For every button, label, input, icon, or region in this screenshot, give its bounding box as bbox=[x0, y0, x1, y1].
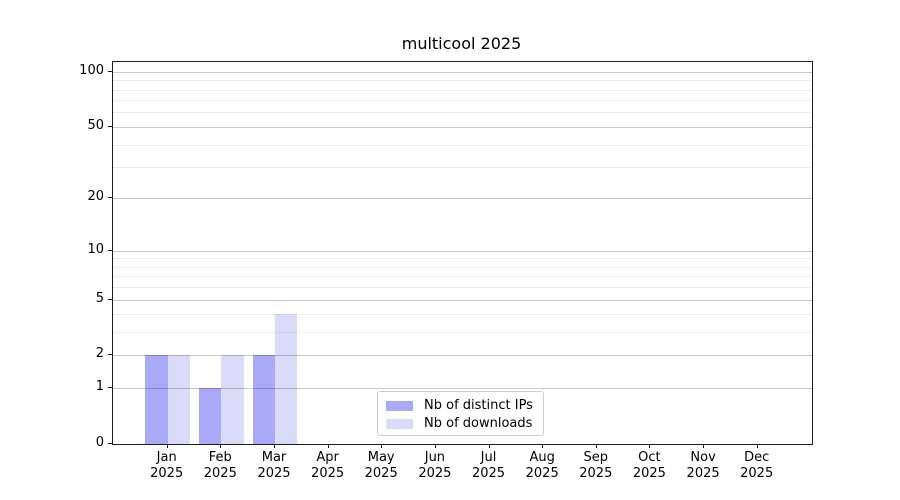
bar-nb-of-downloads-feb bbox=[221, 355, 244, 444]
bar-nb-of-distinct-ips-mar bbox=[252, 355, 275, 444]
xtick-label-apr: Apr 2025 bbox=[311, 450, 345, 481]
plot-area bbox=[112, 61, 813, 445]
ytick-label-50: 50 bbox=[87, 117, 104, 133]
bar-nb-of-distinct-ips-jan bbox=[145, 355, 168, 444]
xtick-mark-mar bbox=[274, 444, 275, 448]
gridline-minor-60 bbox=[113, 112, 812, 114]
legend-row-nb-of-downloads: Nb of downloads bbox=[386, 415, 535, 432]
xtick-label-nov: Nov 2025 bbox=[686, 450, 720, 481]
ytick-label-0: 0 bbox=[95, 435, 104, 450]
xtick-label-may: May 2025 bbox=[364, 450, 398, 481]
ytick-label-5: 5 bbox=[95, 290, 104, 306]
xtick-mark-sep bbox=[595, 444, 597, 448]
xtick-mark-feb bbox=[220, 444, 222, 448]
xtick-label-aug: Aug 2025 bbox=[525, 450, 559, 481]
xtick-mark-dec bbox=[756, 444, 758, 448]
ytick-mark-0 bbox=[108, 443, 112, 444]
xtick-label-feb: Feb 2025 bbox=[203, 450, 237, 481]
gridline-100 bbox=[113, 71, 812, 73]
xtick-mark-jul bbox=[488, 444, 490, 448]
ytick-label-2: 2 bbox=[95, 346, 104, 362]
gridline-minor-4 bbox=[113, 314, 812, 316]
bar-nb-of-distinct-ips-feb bbox=[199, 388, 222, 444]
xtick-label-oct: Oct 2025 bbox=[632, 450, 666, 481]
ytick-mark-10 bbox=[108, 249, 112, 251]
ytick-mark-100 bbox=[108, 70, 112, 72]
xtick-mark-jan bbox=[166, 444, 168, 448]
gridline-minor-80 bbox=[113, 89, 812, 91]
xtick-mark-jun bbox=[434, 444, 436, 448]
ytick-mark-20 bbox=[108, 197, 112, 199]
bar-nb-of-downloads-mar bbox=[274, 314, 298, 444]
xtick-label-jun: Jun 2025 bbox=[418, 450, 452, 481]
gridline-minor-7 bbox=[113, 276, 812, 278]
legend-swatch bbox=[386, 418, 413, 429]
xtick-mark-oct bbox=[649, 444, 651, 448]
gridline-minor-30 bbox=[113, 167, 812, 168]
ytick-mark-5 bbox=[108, 298, 112, 300]
gridline-minor-9 bbox=[113, 258, 812, 260]
gridline-2 bbox=[113, 355, 812, 357]
ytick-mark-50 bbox=[108, 125, 112, 127]
xtick-mark-aug bbox=[542, 444, 544, 448]
xtick-label-mar: Mar 2025 bbox=[257, 450, 291, 481]
gridline-50 bbox=[113, 126, 812, 128]
gridline-5 bbox=[113, 299, 812, 301]
gridline-minor-3 bbox=[113, 332, 812, 334]
ytick-label-20: 20 bbox=[87, 189, 104, 205]
gridline-minor-6 bbox=[113, 287, 812, 289]
bar-nb-of-downloads-jan bbox=[167, 355, 190, 444]
legend-swatch bbox=[386, 400, 413, 411]
legend-row-nb-of-distinct-ips: Nb of distinct IPs bbox=[386, 397, 535, 414]
xtick-label-sep: Sep 2025 bbox=[579, 450, 613, 481]
xtick-label-dec: Dec 2025 bbox=[740, 450, 774, 481]
gridline-minor-90 bbox=[113, 80, 812, 82]
gridline-minor-8 bbox=[113, 266, 812, 268]
legend-label: Nb of distinct IPs bbox=[424, 398, 533, 413]
ytick-label-1: 1 bbox=[95, 379, 104, 395]
ytick-label-10: 10 bbox=[87, 241, 104, 257]
legend: Nb of distinct IPs Nb of downloads bbox=[377, 391, 544, 436]
gridline-20 bbox=[113, 198, 812, 200]
gridline-minor-40 bbox=[113, 144, 812, 146]
xtick-label-jul: Jul 2025 bbox=[471, 450, 506, 481]
gridline-minor-70 bbox=[113, 100, 812, 102]
xtick-mark-may bbox=[381, 444, 383, 448]
gridline-10 bbox=[113, 250, 812, 252]
ytick-mark-1 bbox=[108, 387, 112, 389]
ytick-label-100: 100 bbox=[79, 62, 104, 78]
xtick-mark-apr bbox=[327, 444, 329, 448]
chart-title: multicool 2025 bbox=[401, 34, 522, 53]
legend-label: Nb of downloads bbox=[424, 416, 533, 431]
ytick-mark-2 bbox=[108, 354, 112, 356]
xtick-label-jan: Jan 2025 bbox=[150, 450, 184, 481]
xtick-mark-nov bbox=[703, 444, 705, 448]
